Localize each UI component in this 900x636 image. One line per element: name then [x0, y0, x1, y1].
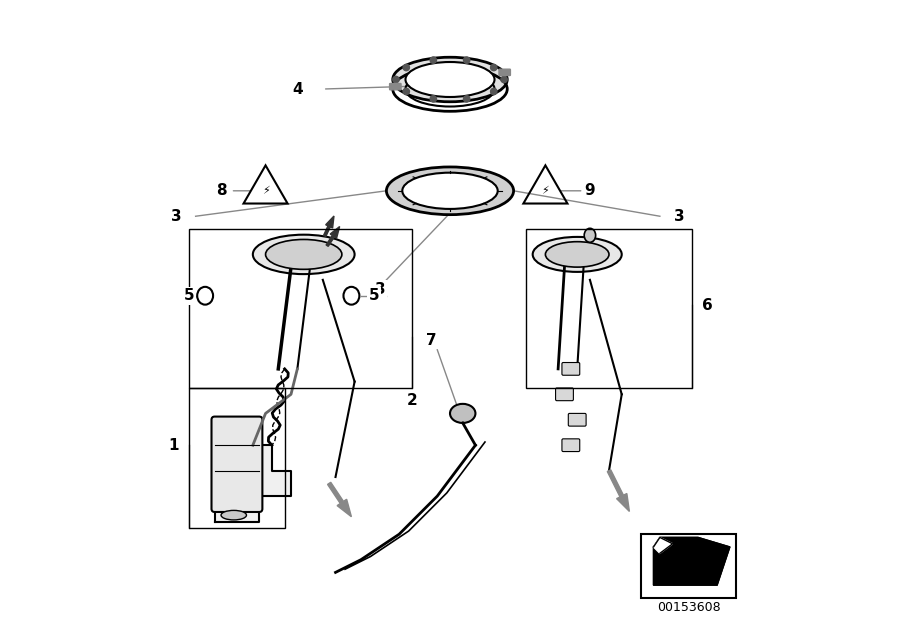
- FancyArrow shape: [328, 482, 351, 516]
- Ellipse shape: [450, 404, 475, 423]
- Circle shape: [430, 57, 436, 64]
- Text: 3: 3: [673, 209, 684, 224]
- Ellipse shape: [545, 242, 609, 267]
- Polygon shape: [653, 537, 730, 585]
- FancyBboxPatch shape: [390, 83, 401, 90]
- FancyArrow shape: [608, 470, 629, 511]
- Ellipse shape: [392, 57, 508, 102]
- Text: ⚡: ⚡: [542, 186, 549, 196]
- FancyBboxPatch shape: [562, 439, 580, 452]
- Ellipse shape: [386, 167, 514, 215]
- Circle shape: [403, 88, 410, 95]
- Text: 2: 2: [407, 393, 418, 408]
- Bar: [189, 388, 284, 528]
- FancyBboxPatch shape: [562, 363, 580, 375]
- Ellipse shape: [406, 62, 494, 97]
- Ellipse shape: [402, 172, 498, 209]
- Text: 8: 8: [216, 183, 227, 198]
- Circle shape: [491, 88, 497, 95]
- FancyBboxPatch shape: [212, 417, 263, 512]
- FancyArrow shape: [324, 216, 334, 237]
- Text: 5: 5: [368, 288, 379, 303]
- Polygon shape: [215, 445, 291, 522]
- Circle shape: [464, 57, 470, 64]
- Text: 4: 4: [292, 81, 302, 97]
- Text: 5: 5: [184, 288, 194, 303]
- Circle shape: [392, 76, 399, 83]
- Text: 3: 3: [171, 209, 182, 224]
- Bar: [189, 229, 412, 388]
- Text: 00153608: 00153608: [657, 601, 720, 614]
- Circle shape: [430, 95, 436, 102]
- Text: 9: 9: [585, 183, 595, 198]
- FancyBboxPatch shape: [568, 413, 586, 426]
- Text: 6: 6: [702, 298, 713, 313]
- FancyArrow shape: [326, 226, 339, 246]
- Bar: [641, 534, 736, 598]
- Text: 1: 1: [168, 438, 178, 453]
- Bar: [526, 229, 692, 388]
- FancyBboxPatch shape: [499, 69, 510, 76]
- Circle shape: [464, 95, 470, 102]
- Circle shape: [403, 64, 410, 71]
- Polygon shape: [653, 537, 672, 553]
- Ellipse shape: [584, 228, 596, 242]
- Ellipse shape: [533, 237, 622, 272]
- Text: 3: 3: [374, 282, 385, 297]
- Circle shape: [491, 64, 497, 71]
- Ellipse shape: [253, 235, 355, 274]
- Text: 7: 7: [426, 333, 436, 348]
- Ellipse shape: [221, 510, 247, 520]
- Ellipse shape: [266, 239, 342, 270]
- Circle shape: [501, 76, 508, 83]
- Text: ⚡: ⚡: [262, 186, 269, 196]
- FancyBboxPatch shape: [555, 388, 573, 401]
